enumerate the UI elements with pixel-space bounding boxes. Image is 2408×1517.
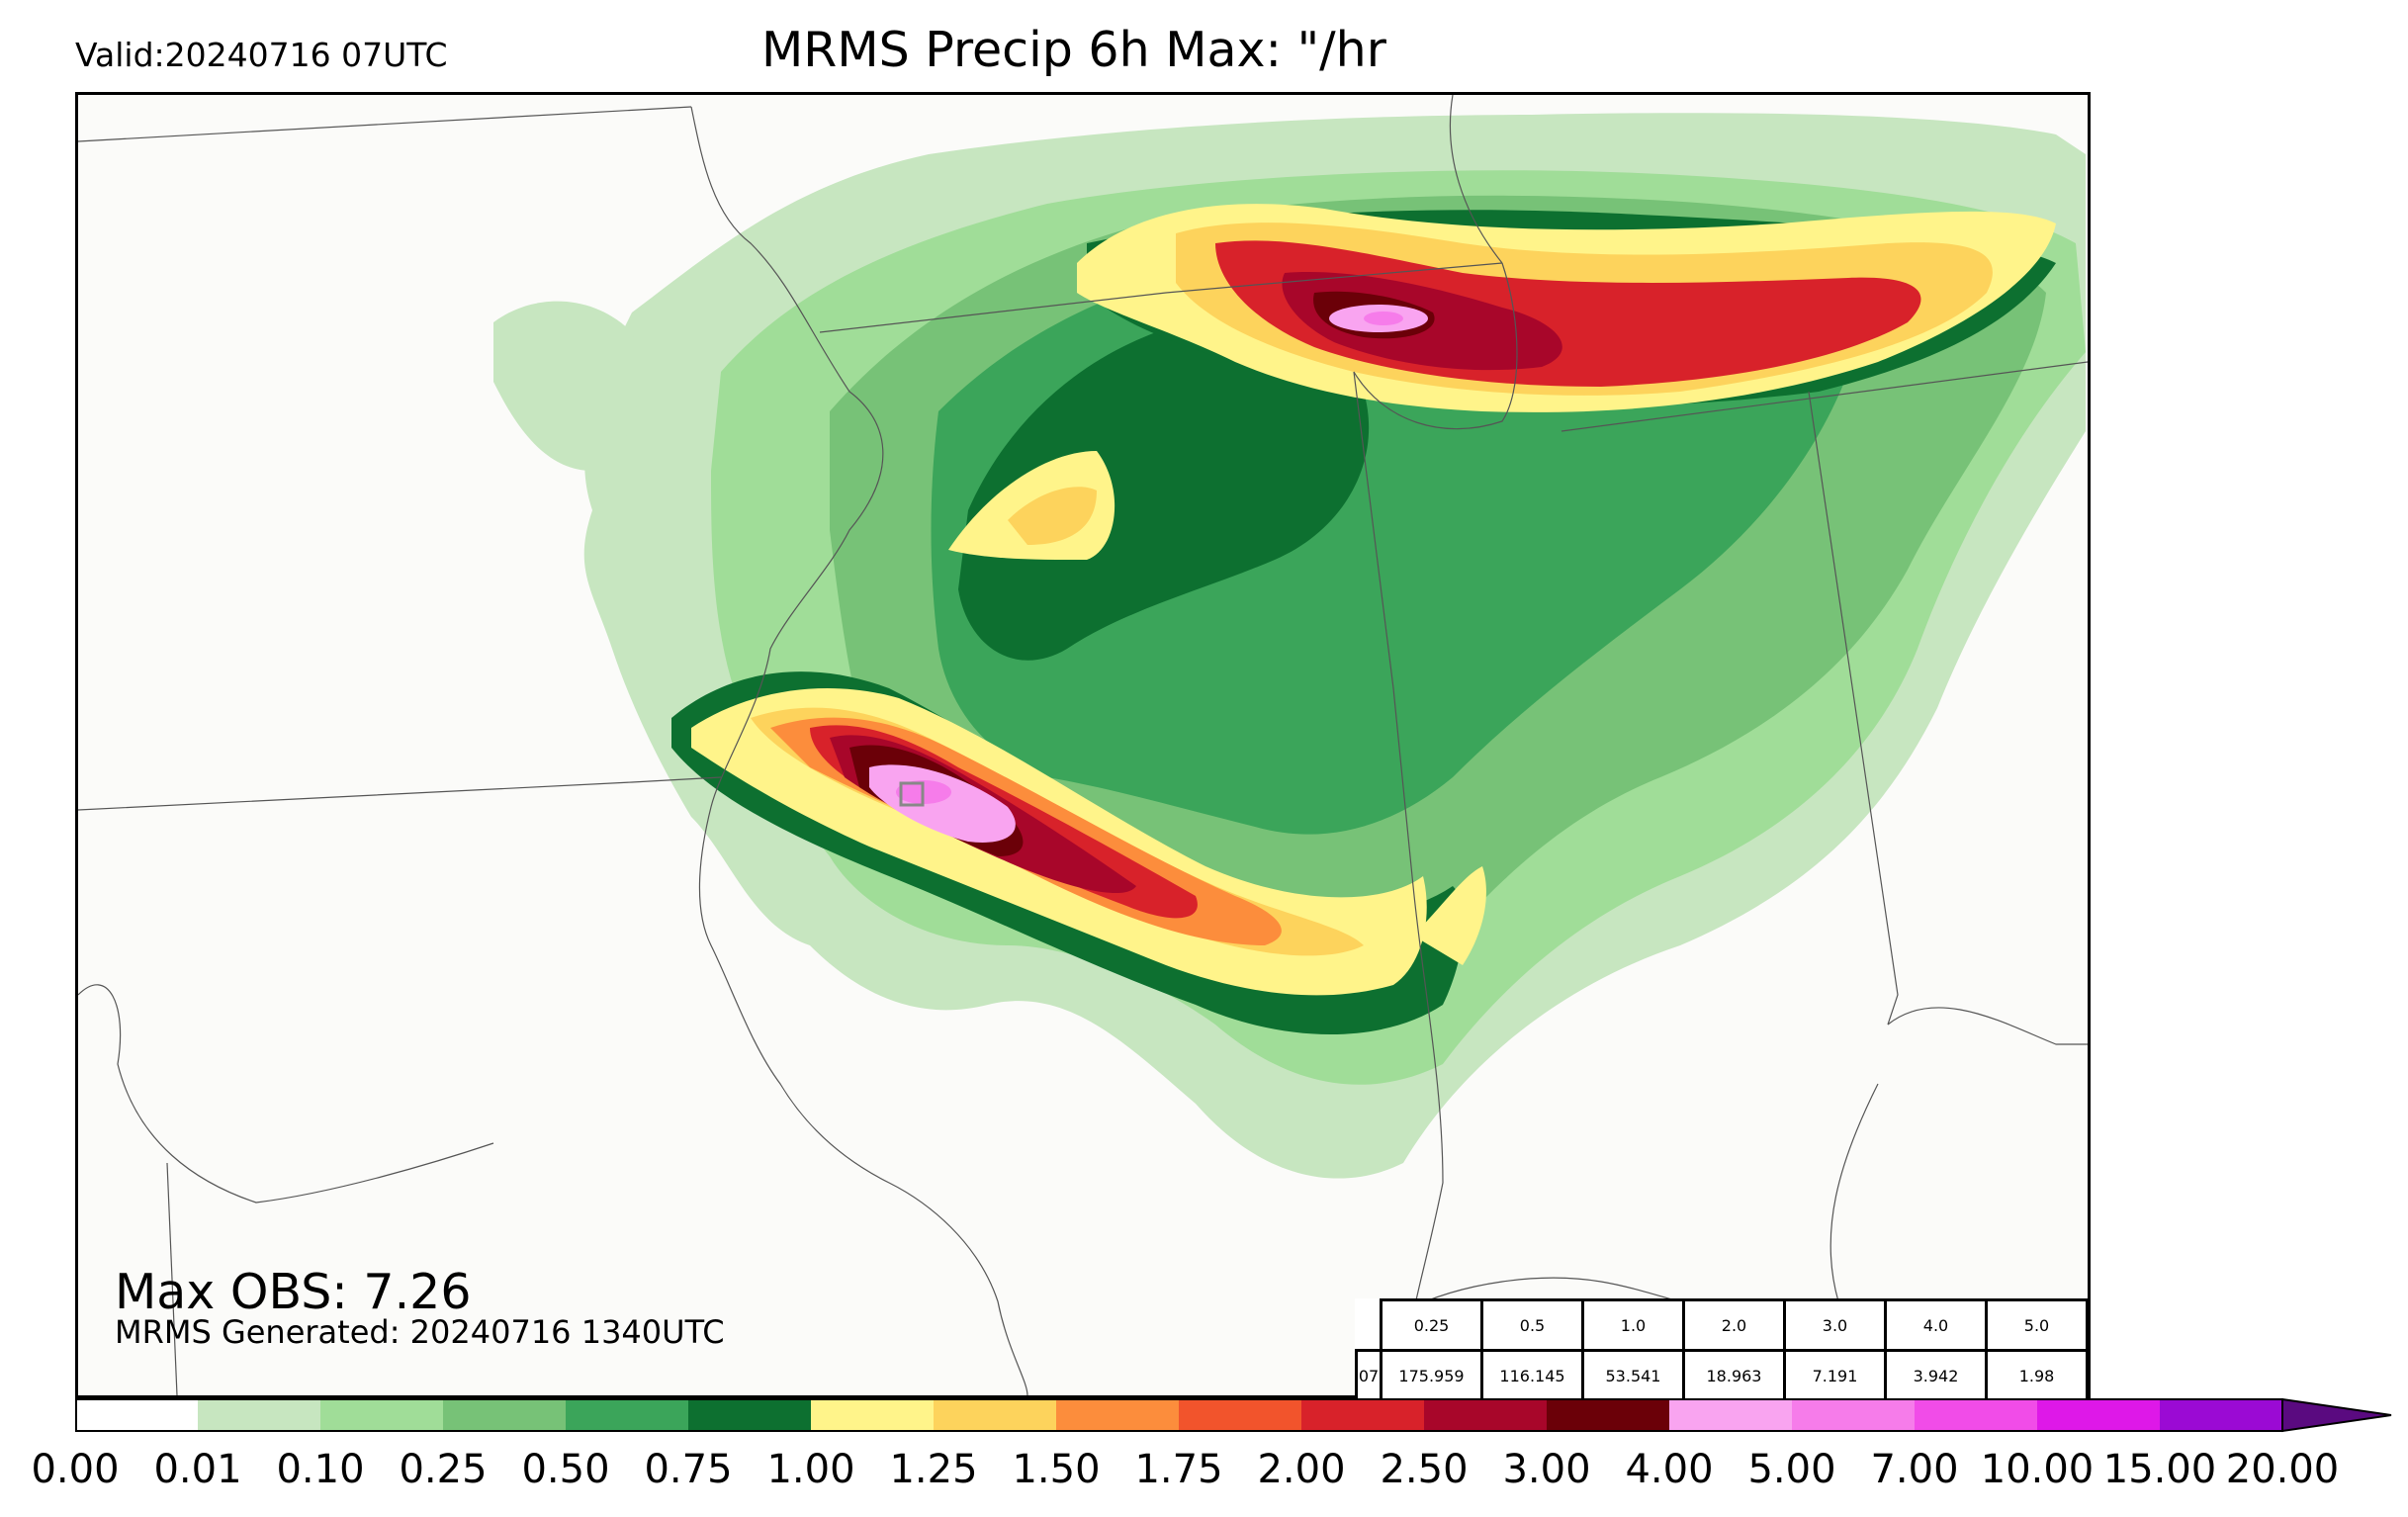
precip-north-magenta-core bbox=[1364, 312, 1403, 325]
colorbar-segment bbox=[1179, 1399, 1301, 1431]
generated-time-label: MRMS Generated: 20240716 1340UTC bbox=[115, 1313, 725, 1351]
stats-threshold-cell: 0.25 bbox=[1380, 1298, 1483, 1352]
stats-value-cell: 7.191 bbox=[1783, 1349, 1887, 1402]
stats-threshold-cell: 1.0 bbox=[1581, 1298, 1685, 1352]
colorbar-segment bbox=[688, 1399, 811, 1431]
colorbar-segment bbox=[1424, 1399, 1547, 1431]
stats-value-cell: 3.942 bbox=[1884, 1349, 1988, 1402]
colorbar-tick-label: 3.00 bbox=[1502, 1447, 1591, 1492]
colorbar-tick-label: 1.00 bbox=[766, 1447, 855, 1492]
precip-zone-dark-green bbox=[958, 324, 1370, 661]
colorbar-segment bbox=[566, 1399, 688, 1431]
colorbar-segment bbox=[2037, 1399, 2160, 1431]
colorbar-segment bbox=[198, 1399, 320, 1431]
colorbar-tick-label: 0.25 bbox=[399, 1447, 488, 1492]
stats-row-label: 07 bbox=[1355, 1349, 1382, 1402]
precip-map bbox=[78, 95, 2088, 1395]
stats-header-row: 0.25 0.5 1.0 2.0 3.0 4.0 5.0 bbox=[1356, 1298, 2089, 1352]
stats-corner-cell bbox=[1356, 1299, 1382, 1352]
stats-threshold-cell: 2.0 bbox=[1682, 1298, 1786, 1352]
map-title: MRMS Precip 6h Max: "/hr bbox=[761, 22, 1386, 78]
colorbar-segment bbox=[2160, 1399, 2282, 1431]
colorbar-tick-label: 10.00 bbox=[1980, 1447, 2095, 1492]
stats-value-cell: 1.98 bbox=[1985, 1349, 2089, 1402]
colorbar-tick-label: 0.10 bbox=[276, 1447, 365, 1492]
colorbar-tick-label: 0.01 bbox=[153, 1447, 242, 1492]
colorbar-segment bbox=[320, 1399, 443, 1431]
colorbar-tick-label: 1.75 bbox=[1134, 1447, 1223, 1492]
valid-time-label: Valid:20240716 07UTC bbox=[75, 36, 448, 74]
precip-west-gold bbox=[1008, 487, 1097, 545]
colorbar-tick-label: 2.00 bbox=[1257, 1447, 1346, 1492]
colorbar-segment bbox=[75, 1399, 198, 1431]
stats-threshold-cell: 0.5 bbox=[1480, 1298, 1584, 1352]
stats-threshold-cell: 5.0 bbox=[1985, 1298, 2089, 1352]
colorbar-segment bbox=[1915, 1399, 2037, 1431]
map-panel bbox=[75, 92, 2091, 1398]
colorbar-extend-arrow bbox=[2281, 1397, 2392, 1433]
colorbar-segment bbox=[443, 1399, 566, 1431]
colorbar-segment bbox=[1301, 1399, 1424, 1431]
colorbar-tick-label: 15.00 bbox=[2102, 1447, 2217, 1492]
stats-value-cell: 53.541 bbox=[1581, 1349, 1685, 1402]
colorbar-segment bbox=[1669, 1399, 1792, 1431]
stats-value-row: 07 175.959 116.145 53.541 18.963 7.191 3… bbox=[1355, 1349, 2089, 1402]
precip-east-yellow bbox=[1413, 866, 1486, 965]
colorbar-tick-label: 7.00 bbox=[1870, 1447, 1959, 1492]
colorbar-tick-label: 2.50 bbox=[1380, 1447, 1469, 1492]
stats-value-cell: 175.959 bbox=[1380, 1349, 1483, 1402]
precip-patch-nw bbox=[493, 301, 640, 471]
colorbar-tick-label: 0.00 bbox=[31, 1447, 120, 1492]
colorbar-tick-label: 20.00 bbox=[2225, 1447, 2340, 1492]
colorbar-tick-label: 0.50 bbox=[521, 1447, 610, 1492]
colorbar-segment bbox=[1056, 1399, 1179, 1431]
colorbar-tick-label: 4.00 bbox=[1625, 1447, 1714, 1492]
stats-value-cell: 116.145 bbox=[1480, 1349, 1584, 1402]
max-obs-label: Max OBS: 7.26 bbox=[115, 1264, 472, 1320]
stats-threshold-cell: 4.0 bbox=[1884, 1298, 1988, 1352]
threshold-stats-table: 0.25 0.5 1.0 2.0 3.0 4.0 5.0 07 175.959 … bbox=[1355, 1298, 2089, 1402]
colorbar-tick-label: 0.75 bbox=[644, 1447, 733, 1492]
colorbar bbox=[75, 1397, 2392, 1433]
stats-value-cell: 18.963 bbox=[1682, 1349, 1786, 1402]
colorbar-segment bbox=[934, 1399, 1056, 1431]
colorbar-segment bbox=[811, 1399, 934, 1431]
colorbar-tick-label: 5.00 bbox=[1747, 1447, 1836, 1492]
colorbar-frame bbox=[75, 1398, 2283, 1432]
colorbar-segment bbox=[1792, 1399, 1915, 1431]
colorbar-tick-label: 1.25 bbox=[889, 1447, 978, 1492]
colorbar-segment bbox=[1547, 1399, 1669, 1431]
max-obs-marker bbox=[899, 781, 925, 807]
stats-threshold-cell: 3.0 bbox=[1783, 1298, 1887, 1352]
colorbar-tick-label: 1.50 bbox=[1012, 1447, 1101, 1492]
